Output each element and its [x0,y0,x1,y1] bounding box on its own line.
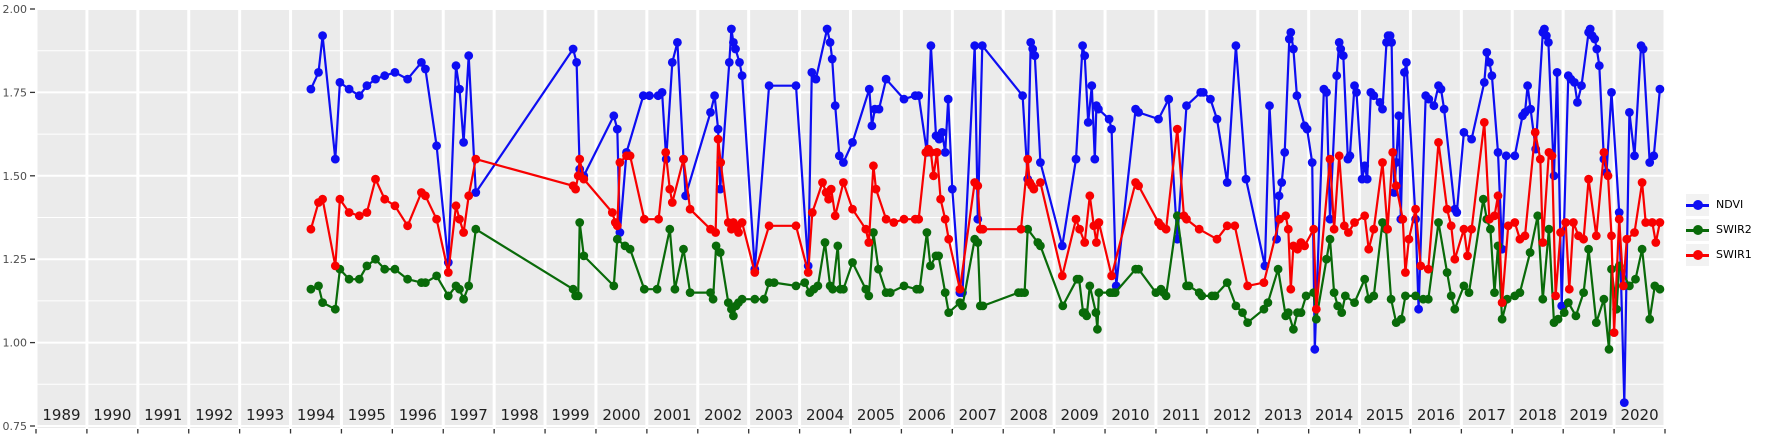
svg-text:2018: 2018 [1519,406,1557,424]
svg-text:2001: 2001 [653,406,691,424]
svg-text:1999: 1999 [551,406,589,424]
legend-label-swir2: SWIR2 [1716,223,1752,236]
legend-key-line-point-icon [1686,219,1709,241]
svg-text:2003: 2003 [755,406,793,424]
svg-text:1995: 1995 [348,406,386,424]
svg-text:1992: 1992 [195,406,233,424]
svg-text:0.75: 0.75 [3,420,28,433]
svg-text:2020: 2020 [1620,406,1658,424]
svg-text:2009: 2009 [1060,406,1098,424]
legend-entry-swir2: SWIR2 [1686,219,1752,241]
svg-text:2019: 2019 [1570,406,1608,424]
svg-text:2008: 2008 [1010,406,1048,424]
svg-text:2002: 2002 [704,406,742,424]
timeseries-plot: 1989 1990 1991 1992 1993 1994 1995 1996 1997 1998… [3,3,1667,434]
svg-text:2014: 2014 [1315,406,1353,424]
svg-text:2000: 2000 [602,406,640,424]
legend-key-line-point-icon [1686,194,1709,216]
svg-text:2004: 2004 [806,406,844,424]
svg-text:1997: 1997 [450,406,488,424]
svg-text:1996: 1996 [399,406,437,424]
svg-text:1993: 1993 [246,406,284,424]
svg-text:2006: 2006 [908,406,946,424]
svg-text:1998: 1998 [501,406,539,424]
svg-text:2011: 2011 [1162,406,1200,424]
svg-text:2.00: 2.00 [3,3,28,16]
svg-text:2015: 2015 [1366,406,1404,424]
svg-text:2012: 2012 [1213,406,1251,424]
svg-text:2016: 2016 [1417,406,1455,424]
svg-text:1990: 1990 [93,406,131,424]
legend-label-ndvi: NDVI [1716,198,1744,211]
svg-text:1.50: 1.50 [3,170,28,183]
svg-text:1989: 1989 [42,406,80,424]
svg-text:2007: 2007 [959,406,997,424]
svg-text:2005: 2005 [857,406,895,424]
svg-text:2010: 2010 [1111,406,1149,424]
svg-text:2017: 2017 [1468,406,1506,424]
svg-text:1991: 1991 [144,406,182,424]
legend-entry-ndvi: NDVI [1686,194,1752,216]
svg-text:1994: 1994 [297,406,335,424]
legend-key-line-point-icon [1686,244,1709,266]
svg-text:1.00: 1.00 [3,337,28,350]
legend-entry-swir1: SWIR1 [1686,244,1752,266]
legend: NDVI SWIR2 SWIR1 [1686,194,1752,266]
svg-text:2013: 2013 [1264,406,1302,424]
svg-text:1.25: 1.25 [3,253,28,266]
svg-text:1.75: 1.75 [3,86,28,99]
legend-label-swir1: SWIR1 [1716,248,1752,261]
